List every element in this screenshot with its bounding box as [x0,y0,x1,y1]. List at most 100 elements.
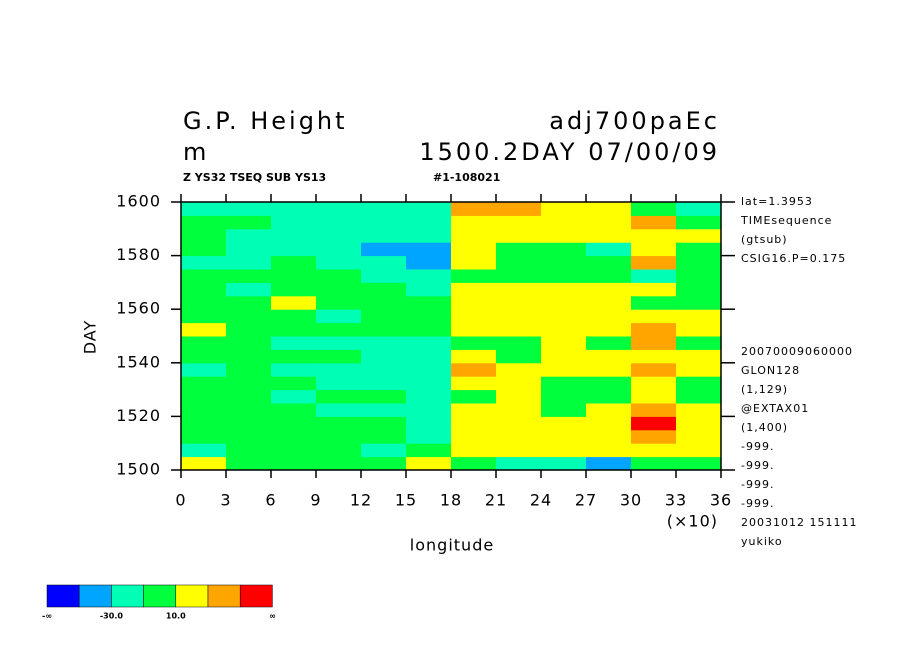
cell [361,228,407,243]
cell [586,255,632,270]
cell [226,403,272,417]
x-tick-label: 36 [710,491,732,510]
cell [271,322,317,337]
cell [406,242,452,257]
cell [226,215,272,230]
cell [226,456,272,471]
cell [496,282,542,297]
cell [586,362,632,377]
cell [406,228,452,243]
cell [181,403,227,417]
cell [181,376,227,391]
cell [676,228,722,243]
cell [451,389,497,404]
cell [541,362,587,377]
cell [406,416,452,431]
cell [226,269,272,283]
cell [676,336,722,350]
cell [541,416,587,431]
cell [406,309,452,324]
y-label: DAY [81,320,100,355]
cell [361,362,407,377]
cell [586,403,632,417]
cell [541,269,587,283]
cell [271,309,317,324]
cell [271,429,317,444]
cell [181,456,227,471]
cell [181,429,227,444]
cell [451,376,497,391]
x-tick-label: 21 [485,491,507,510]
cell [181,269,227,283]
cell [586,202,632,216]
cell [361,456,407,471]
side-note: yukiko [741,535,783,548]
cell [631,416,677,431]
cell [496,228,542,243]
cell [271,295,317,310]
cell [586,215,632,230]
colorbar-box [78,584,112,608]
cell [226,376,272,391]
cell [361,429,407,444]
cell [586,269,632,283]
x-tick-label: 12 [350,491,372,510]
cell [676,429,722,444]
cell [226,282,272,297]
cell [541,429,587,444]
cell [406,269,452,283]
cell [226,362,272,377]
cell [271,416,317,431]
cell [451,416,497,431]
cell [271,255,317,270]
cell [316,215,362,230]
cell [451,215,497,230]
cell [496,215,542,230]
cell [316,228,362,243]
y-tick-label: 1540 [116,352,161,371]
cell [586,322,632,337]
cell [361,255,407,270]
cell [226,389,272,404]
colorbar-label: -∞ [42,612,52,621]
cell [496,443,542,458]
cell [181,202,227,216]
cell [496,255,542,270]
cell [451,336,497,350]
x-tick-label: 27 [575,491,597,510]
cell [226,309,272,324]
cell [451,309,497,324]
cell [676,202,722,216]
cell [361,309,407,324]
cell [316,295,362,310]
colorbar-label: ∞ [269,612,276,621]
cell [496,336,542,350]
cell [226,255,272,270]
y-tick-label: 1560 [116,299,161,318]
cell [271,443,317,458]
cell [676,295,722,310]
colorbar-box [111,584,144,608]
cell [316,416,362,431]
cell [451,429,497,444]
side-note: lat=1.3953 [741,195,813,208]
cell [181,255,227,270]
unit: m [183,138,209,166]
cell [676,255,722,270]
side-note: CSIG16.P=0.175 [741,252,846,265]
cell [541,255,587,270]
x-tick-label: 33 [665,491,687,510]
cell [406,443,452,458]
cell [271,336,317,350]
cell [631,215,677,230]
cell [451,456,497,471]
cell [676,349,722,364]
cell [316,443,362,458]
cell [271,215,317,230]
cell [226,349,272,364]
cell [181,362,227,377]
cell [541,403,587,417]
side-note: (1,400) [741,421,788,434]
cell [586,376,632,391]
cell [406,456,452,471]
